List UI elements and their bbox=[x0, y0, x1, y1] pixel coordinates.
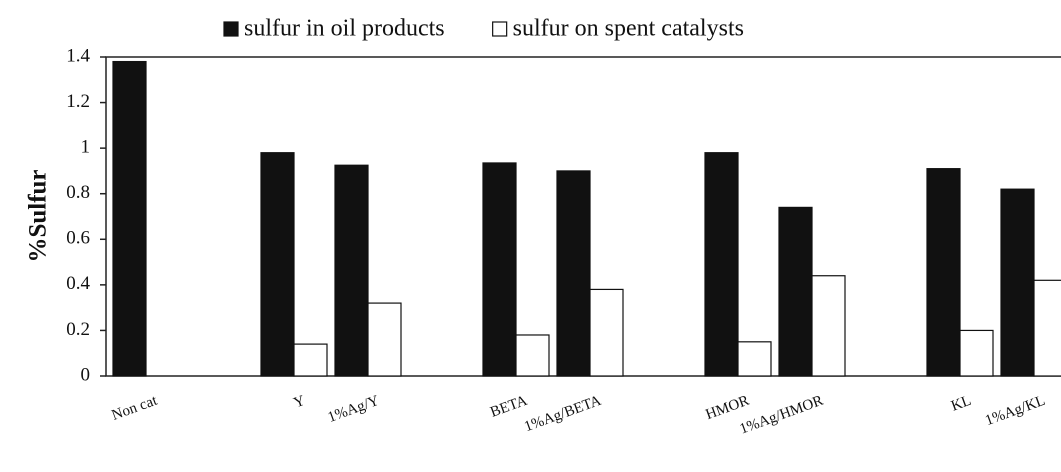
bar bbox=[1000, 188, 1035, 377]
bar bbox=[737, 341, 772, 377]
legend-label: sulfur on spent catalysts bbox=[513, 16, 744, 42]
bar bbox=[589, 288, 624, 377]
y-tick-label: 1.4 bbox=[66, 45, 90, 66]
bar bbox=[482, 162, 517, 377]
bar bbox=[778, 206, 813, 377]
x-tick-label: 1%Ag/KL bbox=[983, 393, 1047, 429]
bar bbox=[556, 170, 591, 377]
x-tick-label: HMOR bbox=[704, 393, 752, 423]
x-tick-label: 1%Ag/BETA bbox=[522, 393, 603, 436]
bar bbox=[293, 343, 328, 377]
x-tick-label: BETA bbox=[488, 393, 529, 421]
bar bbox=[367, 302, 402, 377]
bar bbox=[926, 168, 961, 377]
legend-swatch bbox=[223, 21, 239, 37]
bar bbox=[112, 60, 147, 377]
bar bbox=[811, 275, 846, 377]
bar bbox=[1033, 279, 1061, 377]
y-tick-label: 1 bbox=[81, 137, 91, 158]
y-tick-label: 0.4 bbox=[66, 273, 90, 294]
x-tick-label: 1%Ag/HMOR bbox=[738, 393, 826, 438]
x-tick-label: KL bbox=[949, 393, 973, 415]
y-tick-label: 0 bbox=[81, 364, 91, 385]
bar bbox=[334, 164, 369, 377]
x-tick-label: Non cat bbox=[110, 392, 160, 423]
legend-label: sulfur in oil products bbox=[244, 16, 445, 42]
x-tick-label: Y bbox=[292, 393, 308, 412]
y-axis-label: %Sulfur bbox=[25, 169, 52, 262]
bar bbox=[515, 334, 550, 377]
legend-swatch bbox=[492, 21, 508, 37]
bar bbox=[260, 152, 295, 377]
y-tick-label: 0.6 bbox=[66, 228, 90, 249]
bar bbox=[704, 152, 739, 377]
bar bbox=[959, 329, 994, 377]
y-tick-label: 0.8 bbox=[66, 182, 90, 203]
y-tick-label: 1.2 bbox=[66, 91, 90, 112]
y-tick-label: 0.2 bbox=[66, 319, 90, 340]
x-tick-label: 1%Ag/Y bbox=[326, 393, 382, 426]
